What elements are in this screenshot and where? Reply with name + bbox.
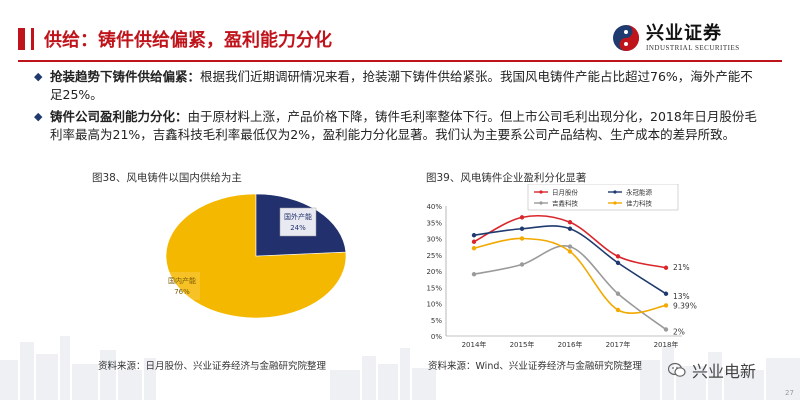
pie-value-label: 76% [174,288,190,296]
diamond-bullet-icon: ◆ [34,110,43,123]
bullet-text: 根据我们近期调研情况来看，抢装潮下铸件供给紧张。我国风电铸件产能占比超过76%，… [50,69,753,102]
pie-label-1: 国内产能 76% [164,272,200,300]
diamond-bullet-icon: ◆ [34,70,43,83]
bullet-body: 抢装趋势下铸件供给偏紧：根据我们近期调研情况来看，抢装潮下铸件供给紧张。我国风电… [50,68,760,104]
footer-brand: 兴业电新 [668,358,756,382]
pie-chart: 国内产能 76% 国外产能 24% [164,193,347,319]
y-tick-label: 0% [431,333,442,341]
y-tick-label: 35% [426,219,442,227]
title-accent-bar-thin [31,28,34,50]
footer-brand-text: 兴业电新 [692,362,757,381]
city-skyline-decoration [0,336,800,400]
data-point [471,246,477,251]
end-data-label: 13% [673,292,690,301]
legend-item: 佳力科技 [608,199,653,208]
data-point [519,215,525,220]
pie-label-box [164,272,200,300]
slide-title: 供给：铸件供给偏紧，盈利能力分化 [44,30,332,51]
legend-item: 吉鑫科技 [534,199,579,208]
data-point [471,239,477,244]
series-3: 2% [471,244,685,337]
company-logo: 兴业证券 INDUSTRIAL SECURITIES [612,18,782,58]
pie-label-2: 国外产能 24% [279,207,317,237]
page-number: 27 [785,389,794,397]
y-tick-label: 25% [426,252,442,260]
data-point [471,233,477,238]
y-tick-label: 30% [426,236,442,244]
legend-marker [613,190,617,194]
data-point [663,327,669,332]
y-tick-label: 10% [426,301,442,309]
title-divider [18,60,782,62]
pie-value-label: 24% [290,224,306,232]
title-accent-bar [18,28,25,50]
data-point [663,265,669,270]
logo-emblem-icon [613,25,639,51]
data-point [567,220,573,225]
y-tick-label: 5% [431,317,442,325]
data-point [519,236,525,241]
legend-label: 永冠能源 [626,188,653,197]
data-point [663,291,669,296]
legend-item: 永冠能源 [608,188,653,197]
series-4: 9.39% [471,236,697,314]
legend-box [527,184,679,211]
bullet-text: 由于原材料上涨，产品价格下降，铸件毛利率整体下行。但上市公司毛利出现分化，201… [50,109,757,142]
data-point [471,272,477,277]
y-tick-label: 15% [426,284,442,292]
pie-chart-source: 资料来源：日月股份、兴业证券经济与金融研究院整理 [98,361,327,372]
pie-category-label: 国外产能 [284,212,312,221]
data-point [615,260,621,266]
data-point [663,303,669,308]
legend-label: 佳力科技 [626,199,653,208]
data-point [615,291,621,296]
x-tick-label: 2015年 [510,340,535,349]
legend-item: 日月股份 [534,188,579,197]
end-data-label: 9.39% [673,301,697,310]
wechat-icon [668,362,686,377]
y-tick-label: 40% [426,203,442,211]
data-point [567,244,573,249]
bullet-lead: 铸件公司盈利能力分化： [50,109,188,124]
bullet-lead: 抢装趋势下铸件供给偏紧： [50,69,201,84]
data-point [519,262,525,267]
pie-label-box [279,207,317,237]
x-tick-label: 2014年 [462,340,487,349]
line-chart-caption: 图39、风电铸件企业盈利分化显著 [426,172,587,184]
line-chart: 0% 5% 10% 15% 20% 25% 30% 35% 40% 2014年 2015年 2016年… [426,184,697,349]
x-tick-label: 2018年 [654,340,679,349]
legend-marker [539,190,543,194]
end-data-label: 2% [673,328,685,337]
logo-english-name: INDUSTRIAL SECURITIES [646,44,740,52]
end-data-label: 21% [673,263,690,272]
data-point [519,226,525,231]
x-tick-label: 2016年 [558,340,583,349]
legend-label: 日月股份 [552,188,579,197]
data-point [615,254,621,259]
data-point [567,226,573,231]
legend-marker [539,201,543,205]
legend-label: 吉鑫科技 [552,199,579,208]
legend-marker [613,201,617,205]
series-1: 21% [471,214,690,272]
data-point [567,249,573,254]
bullet-list: ◆ 抢装趋势下铸件供给偏紧：根据我们近期调研情况来看，抢装潮下铸件供给紧张。我国… [34,68,760,148]
data-point [615,307,621,313]
logo-chinese-name: 兴业证券 [646,23,722,44]
bullet-item: ◆ 铸件公司盈利能力分化：由于原材料上涨，产品价格下降，铸件毛利率整体下行。但上… [34,108,760,144]
pie-chart-caption: 图38、风电铸件以国内供给为主 [92,172,242,184]
series-line [473,245,667,331]
pie-category-label: 国内产能 [168,276,196,285]
bullet-body: 铸件公司盈利能力分化：由于原材料上涨，产品价格下降，铸件毛利率整体下行。但上市公… [50,108,760,144]
series-line [473,225,667,295]
slide-title-bar: 供给：铸件供给偏紧，盈利能力分化 [18,22,578,56]
series-2: 13% [471,225,690,301]
line-chart-source: 资料来源：Wind、兴业证券经济与金融研究院整理 [428,361,642,372]
x-tick-label: 2017年 [606,340,631,349]
bullet-item: ◆ 抢装趋势下铸件供给偏紧：根据我们近期调研情况来看，抢装潮下铸件供给紧张。我国… [34,68,760,104]
y-tick-label: 20% [426,268,442,276]
